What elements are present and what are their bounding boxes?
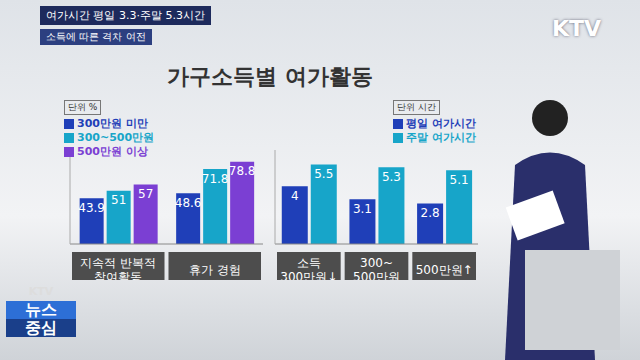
- html-text:중심: 중심: [25, 318, 57, 337]
- svg-text:48.6: 48.6: [175, 196, 202, 210]
- svg-text:5.3: 5.3: [382, 170, 401, 184]
- html-text:평일 여가시간: 평일 여가시간: [406, 117, 476, 130]
- svg-text:3.1: 3.1: [353, 202, 372, 216]
- svg-text:78.8: 78.8: [229, 164, 256, 178]
- html-text:단위 %: 단위 %: [68, 102, 98, 112]
- html-text:여가시간 평일 3.3·주말 5.3시간: 여가시간 평일 3.3·주말 5.3시간: [46, 9, 205, 22]
- svg-text:4: 4: [291, 189, 299, 203]
- svg-text:지속적 반복적: 지속적 반복적: [80, 256, 156, 270]
- svg-text:소득: 소득: [297, 256, 321, 270]
- svg-text:참여활동: 참여활동: [94, 270, 142, 280]
- html-text:300만원 미만: 300만원 미만: [77, 117, 148, 130]
- svg-text:300만원↓: 300만원↓: [280, 270, 337, 280]
- html-text:가구소득별 여가활동: 가구소득별 여가활동: [167, 64, 373, 89]
- svg-text:5.5: 5.5: [314, 167, 333, 181]
- svg-text:5.1: 5.1: [450, 173, 469, 187]
- svg-text:57: 57: [138, 187, 153, 201]
- html-text:300~500만원: 300~500만원: [77, 131, 155, 144]
- svg-text:2.8: 2.8: [421, 206, 440, 220]
- svg-text:71.8: 71.8: [202, 172, 229, 186]
- html-text:소득에 따른 격차 여전: 소득에 따른 격차 여전: [46, 31, 146, 42]
- svg-text:휴가 경험: 휴가 경험: [189, 263, 241, 277]
- html-text:KTV: KTV: [28, 285, 54, 298]
- svg-text:300~: 300~: [360, 256, 393, 270]
- html-text:500만원 이상: 500만원 이상: [77, 145, 148, 158]
- svg-text:51: 51: [111, 193, 126, 207]
- html-text:KTV: KTV: [552, 16, 602, 41]
- svg-text:500만원↑: 500만원↑: [416, 263, 473, 277]
- html-text:단위 시간: 단위 시간: [397, 102, 436, 112]
- svg-text:43.9: 43.9: [78, 201, 105, 215]
- html-text:뉴스: 뉴스: [25, 300, 57, 319]
- html-text:주말 여가시간: 주말 여가시간: [406, 131, 476, 144]
- svg-text:500만원: 500만원: [353, 270, 400, 280]
